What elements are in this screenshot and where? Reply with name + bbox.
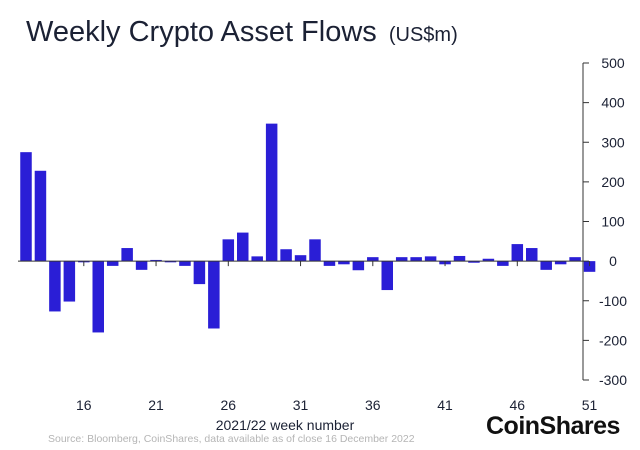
x-tick-label: 21 [148, 397, 164, 413]
x-tick-label: 26 [221, 397, 237, 413]
bar-week-49 [554, 261, 567, 265]
bar-week-39 [410, 257, 422, 262]
bar-week-51 [583, 261, 596, 272]
bar-week-35 [352, 261, 365, 271]
brand-logo: CoinShares [486, 412, 620, 440]
bar-week-43 [468, 261, 480, 263]
y-tick-label: 200 [601, 174, 625, 190]
bar-week-24 [193, 261, 206, 285]
bar-week-15 [63, 261, 76, 302]
bar-week-34 [338, 261, 350, 265]
bar-week-46 [511, 244, 524, 262]
chart-title: Weekly Crypto Asset Flows (US$m) [26, 16, 458, 49]
y-tick-label: -100 [599, 293, 627, 309]
bar-week-45 [497, 261, 509, 266]
chart-title-unit: (US$m) [388, 24, 458, 46]
bar-week-48 [540, 261, 552, 270]
bar-week-27 [237, 232, 249, 262]
bar-week-20 [135, 261, 148, 270]
bar-week-47 [526, 248, 538, 262]
y-tick-label: 300 [601, 134, 625, 150]
bar-week-29 [265, 123, 278, 262]
x-tick-label: 16 [76, 397, 92, 413]
bar-week-25 [208, 261, 220, 329]
bar-week-36 [367, 257, 379, 262]
bar-week-50 [569, 257, 581, 262]
x-tick-label: 41 [437, 397, 453, 413]
x-axis-label: 2021/22 week number [216, 417, 355, 433]
y-tick-label: 0 [609, 253, 617, 269]
bar-week-18 [106, 261, 119, 266]
bar-week-33 [323, 261, 336, 266]
bar-week-21 [150, 259, 162, 262]
bar-week-40 [424, 256, 437, 262]
x-tick-label: 46 [510, 397, 526, 413]
x-tick-label: 31 [293, 397, 309, 413]
chart-title-text: Weekly Crypto Asset Flows [26, 16, 377, 48]
bar-week-38 [395, 257, 408, 262]
bar-week-44 [482, 258, 495, 262]
y-tick-label: 400 [601, 95, 625, 111]
bar-week-13 [34, 170, 47, 262]
bar-week-26 [222, 239, 235, 262]
source-note: Source: Bloomberg, CoinShares, data avai… [48, 433, 415, 445]
y-tick-label: 100 [601, 214, 625, 230]
bar-week-17 [92, 261, 104, 333]
y-tick-label: 500 [601, 55, 625, 71]
bars-group [20, 123, 596, 333]
y-tick-label: -300 [599, 372, 627, 388]
bar-week-31 [294, 255, 307, 262]
bar-week-12 [20, 152, 32, 262]
bar-week-14 [49, 261, 61, 312]
bar-week-22 [164, 261, 177, 263]
x-tick-label: 51 [582, 397, 598, 413]
y-tick-label: -200 [599, 332, 627, 348]
bar-week-32 [309, 239, 321, 262]
bar-week-19 [121, 248, 133, 262]
x-tick-label: 36 [365, 397, 381, 413]
y-axis-ticks: 500 400 300 200 100 0 -100 -200 -300 [583, 55, 627, 388]
bar-week-23 [179, 261, 191, 266]
bar-week-37 [381, 261, 393, 291]
bar-week-30 [280, 249, 292, 262]
bar-week-28 [251, 256, 263, 262]
x-axis-ticks: 16 21 26 31 36 41 46 51 [76, 261, 598, 413]
bar-week-42 [453, 255, 466, 262]
